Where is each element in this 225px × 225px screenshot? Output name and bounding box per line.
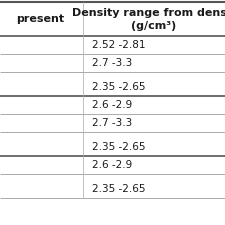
Text: 2.52 -2.81: 2.52 -2.81	[92, 40, 146, 50]
Text: Density range from densit: Density range from densit	[72, 8, 225, 18]
Text: 2.6 -2.9: 2.6 -2.9	[92, 160, 133, 170]
Text: 2.6 -2.9: 2.6 -2.9	[92, 100, 133, 110]
Text: 2.7 -3.3: 2.7 -3.3	[92, 118, 133, 128]
Text: 2.7 -3.3: 2.7 -3.3	[92, 58, 133, 68]
Text: 2.35 -2.65: 2.35 -2.65	[92, 82, 146, 92]
Text: present: present	[16, 14, 64, 24]
Text: (g/cm³): (g/cm³)	[131, 21, 177, 32]
Text: 2.35 -2.65: 2.35 -2.65	[92, 184, 146, 194]
Text: 2.35 -2.65: 2.35 -2.65	[92, 142, 146, 152]
